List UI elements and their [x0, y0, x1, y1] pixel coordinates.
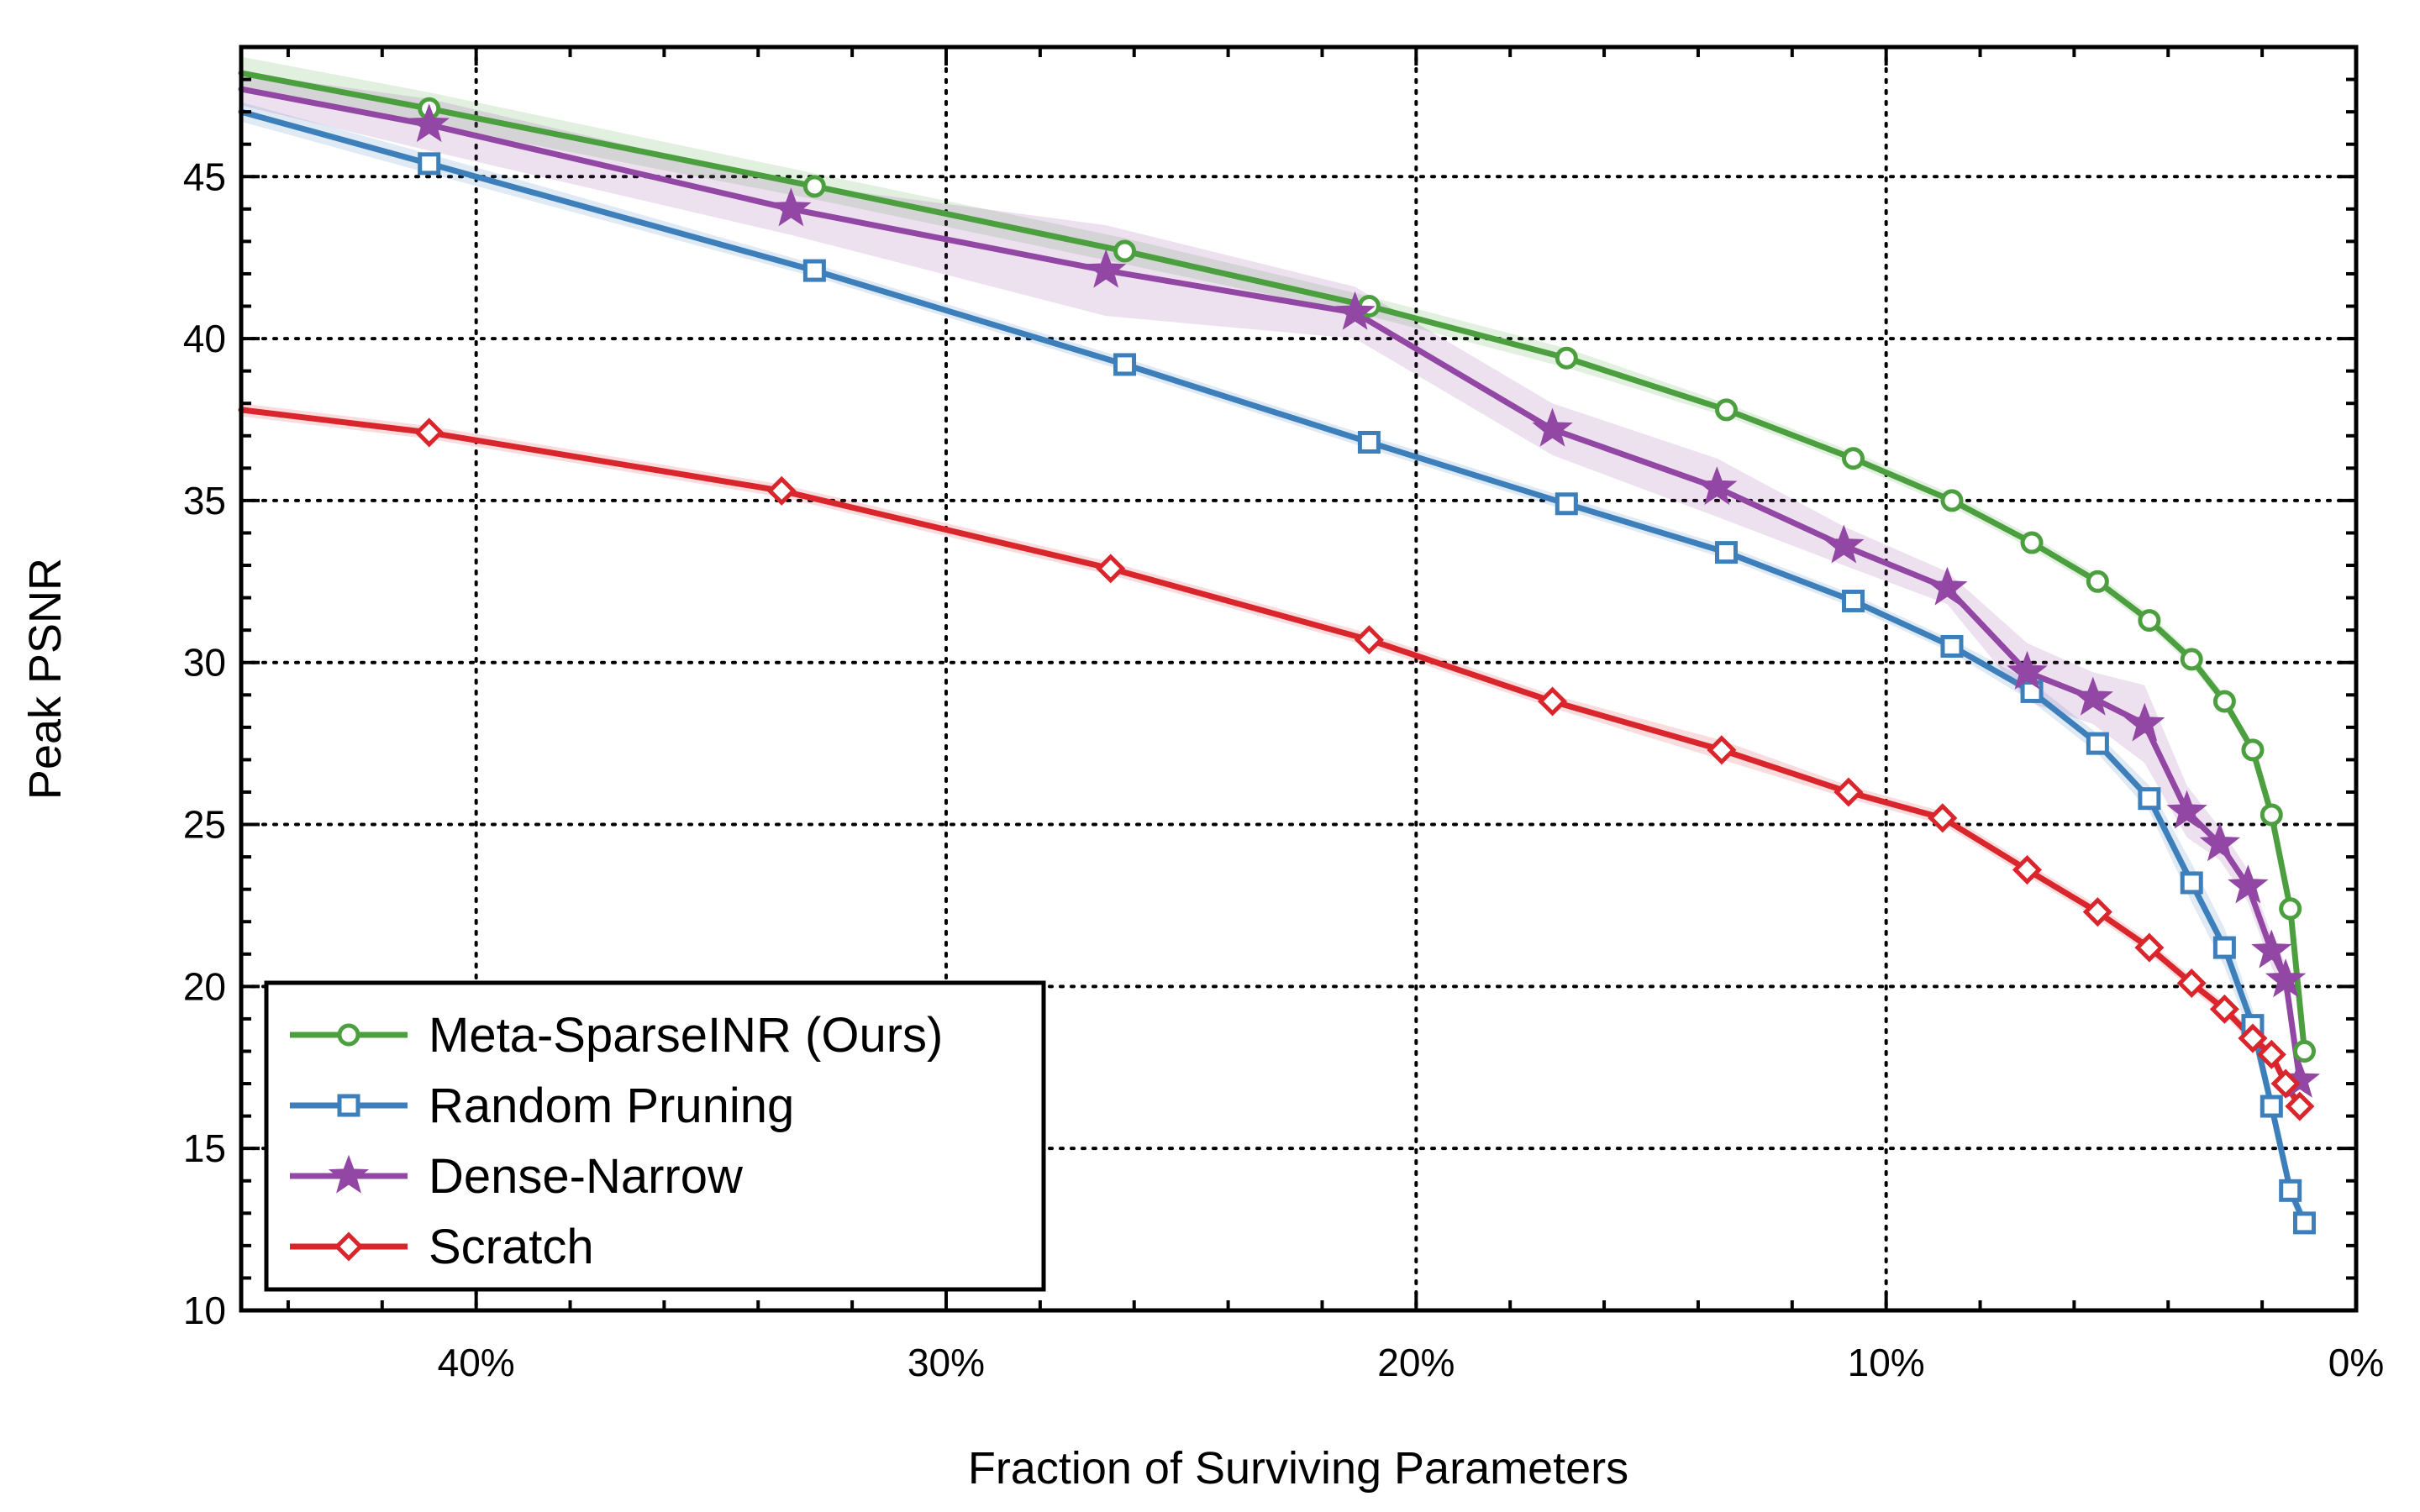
- y-tick-label: 45: [183, 155, 226, 198]
- y-tick-label: 25: [183, 803, 226, 847]
- point-meta-sparseinr-ours: [2180, 648, 2203, 671]
- point-scratch: [2285, 1091, 2315, 1121]
- point-meta-sparseinr-ours: [2086, 570, 2109, 593]
- point-meta-sparseinr-ours: [1714, 398, 1738, 422]
- point-scratch: [2176, 968, 2207, 999]
- axis-tick-labels: 10 15 20 25 30 35 40 45 40% 30% 20% 10% 0%: [183, 155, 2384, 1384]
- point-dense-narrow: [1532, 407, 1573, 447]
- point-random-pruning: [1842, 589, 1865, 612]
- y-tick-label: 40: [183, 317, 226, 360]
- legend-entry-random-pruning: Random Pruning: [290, 1079, 794, 1133]
- point-dense-narrow: [408, 103, 450, 143]
- point-meta-sparseinr-ours: [1940, 489, 1964, 512]
- point-dense-narrow: [2199, 822, 2240, 862]
- point-meta-sparseinr-ours: [2279, 897, 2302, 921]
- point-meta-sparseinr-ours: [1842, 447, 1865, 470]
- point-random-pruning: [2138, 787, 2161, 811]
- x-tick-label: 10%: [1848, 1341, 1925, 1384]
- legend-label: Random Pruning: [429, 1079, 794, 1133]
- point-dense-narrow: [2007, 650, 2048, 690]
- point-dense-narrow: [2265, 958, 2307, 998]
- point-dense-narrow: [2228, 864, 2269, 904]
- point-meta-sparseinr-ours: [2020, 531, 2044, 554]
- point-scratch: [2209, 994, 2239, 1024]
- legend-swatch-marker: [337, 1094, 360, 1117]
- legend-swatch-marker: [337, 1023, 360, 1047]
- point-random-pruning: [2180, 871, 2203, 895]
- point-dense-narrow: [1334, 291, 1376, 330]
- legend-swatch-marker: [328, 1154, 370, 1194]
- legend-entry-scratch: Scratch: [290, 1220, 594, 1274]
- point-scratch: [766, 475, 797, 506]
- axis-ticks: [241, 45, 2358, 1312]
- point-random-pruning: [2292, 1211, 2316, 1235]
- point-scratch: [2270, 1068, 2301, 1099]
- point-dense-narrow: [2072, 676, 2113, 716]
- point-meta-sparseinr-ours: [2292, 1039, 2316, 1063]
- y-tick-label: 15: [183, 1126, 226, 1170]
- point-dense-narrow: [2124, 702, 2165, 742]
- point-meta-sparseinr-ours: [2212, 690, 2236, 713]
- point-meta-sparseinr-ours: [2241, 738, 2265, 762]
- legend: Meta-SparseINR (Ours) Random Pruning Dense…: [264, 980, 1046, 1292]
- point-random-pruning: [2279, 1179, 2302, 1202]
- plot-frame: [239, 45, 2359, 1313]
- point-random-pruning: [1113, 353, 1137, 376]
- legend-entry-meta-sparseinr-ours: Meta-SparseINR (Ours): [290, 1008, 943, 1063]
- point-scratch: [1538, 686, 1568, 717]
- point-scratch: [1707, 735, 1737, 765]
- band-dense-narrow: [241, 72, 2300, 1090]
- point-dense-narrow: [771, 187, 812, 227]
- point-random-pruning: [1714, 541, 1738, 564]
- x-tick-label: 40%: [438, 1341, 515, 1384]
- legend-entries: Meta-SparseINR (Ours) Random Pruning Dense…: [290, 1008, 943, 1274]
- point-random-pruning: [2086, 732, 2109, 755]
- point-dense-narrow: [2166, 790, 2207, 829]
- point-random-pruning: [2212, 936, 2236, 959]
- point-random-pruning: [2260, 1095, 2283, 1118]
- y-tick-label: 20: [183, 964, 226, 1008]
- point-dense-narrow: [2251, 929, 2292, 969]
- point-meta-sparseinr-ours: [1555, 346, 1578, 370]
- y-tick-label: 10: [183, 1289, 226, 1332]
- point-random-pruning: [1940, 634, 1964, 658]
- point-dense-narrow: [1085, 249, 1127, 288]
- point-scratch: [414, 417, 445, 448]
- legend-swatch-marker: [334, 1231, 364, 1262]
- point-scratch: [2082, 897, 2112, 927]
- legend-label: Dense-Narrow: [429, 1149, 744, 1204]
- x-axis-title: Fraction of Surviving Parameters: [968, 1443, 1628, 1494]
- point-scratch: [1928, 803, 1958, 833]
- legend-entry-dense-narrow: Dense-Narrow: [290, 1149, 744, 1204]
- point-random-pruning: [418, 152, 441, 176]
- point-dense-narrow: [1697, 466, 1738, 506]
- point-scratch: [2256, 1039, 2286, 1069]
- point-meta-sparseinr-ours: [2260, 803, 2283, 827]
- x-tick-label: 0%: [2328, 1341, 2384, 1384]
- point-meta-sparseinr-ours: [802, 175, 826, 198]
- series-markers: [408, 97, 2321, 1235]
- confidence-bands: [241, 56, 2305, 1233]
- point-random-pruning: [1555, 492, 1578, 516]
- point-random-pruning: [1357, 430, 1381, 454]
- legend-label: Scratch: [429, 1220, 594, 1274]
- point-scratch: [2012, 854, 2043, 885]
- point-scratch: [2134, 932, 2165, 963]
- point-random-pruning: [802, 259, 826, 282]
- y-tick-label: 35: [183, 479, 226, 522]
- point-meta-sparseinr-ours: [2138, 609, 2161, 633]
- point-dense-narrow: [1823, 524, 1865, 564]
- point-scratch: [1833, 777, 1864, 807]
- x-tick-label: 20%: [1377, 1341, 1455, 1384]
- point-scratch: [2238, 1023, 2268, 1053]
- point-meta-sparseinr-ours: [1113, 239, 1137, 263]
- point-dense-narrow: [1927, 566, 1968, 606]
- point-scratch: [1354, 625, 1384, 655]
- point-scratch: [1096, 554, 1126, 584]
- x-tick-label: 30%: [908, 1341, 985, 1384]
- legend-label: Meta-SparseINR (Ours): [429, 1008, 943, 1063]
- y-axis-title: Peak PSNR: [20, 558, 71, 800]
- y-tick-label: 30: [183, 641, 226, 685]
